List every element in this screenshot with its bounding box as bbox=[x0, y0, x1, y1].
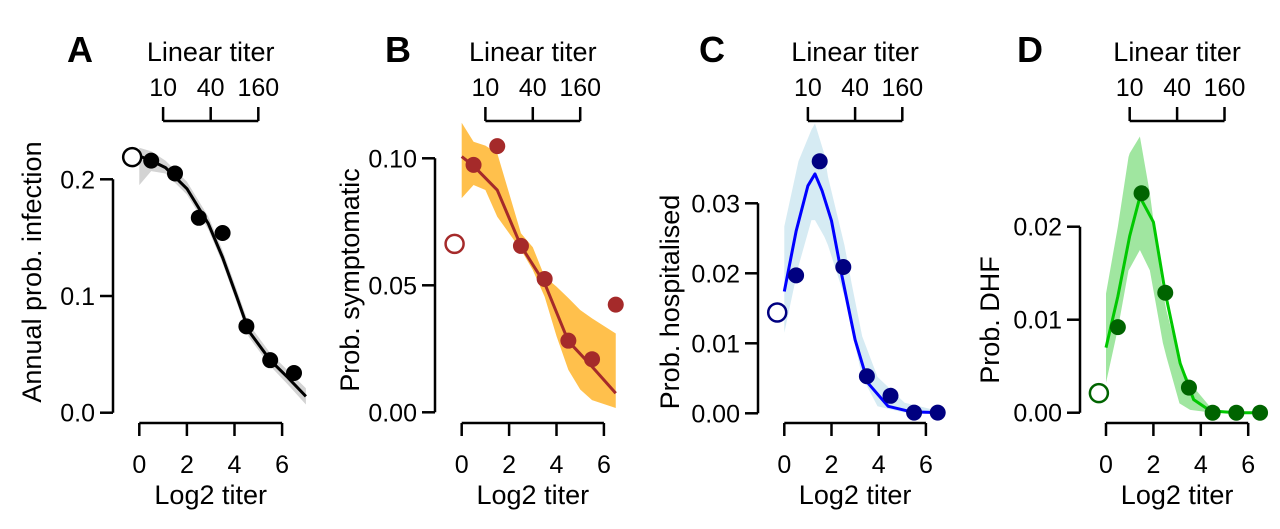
panel-label: D bbox=[1017, 29, 1043, 70]
y-tick-label: 0.05 bbox=[368, 272, 417, 300]
data-point bbox=[1228, 404, 1245, 421]
top-tick-label: 160 bbox=[559, 74, 601, 102]
x-tick-label: 4 bbox=[550, 451, 564, 479]
top-axis-title: Linear titer bbox=[147, 37, 275, 67]
data-point bbox=[560, 332, 577, 349]
data-point bbox=[214, 224, 231, 241]
x-tick-label: 4 bbox=[1194, 451, 1208, 479]
top-tick-label: 10 bbox=[471, 74, 499, 102]
data-point bbox=[788, 267, 805, 284]
data-point bbox=[1109, 319, 1126, 336]
x-tick-label: 0 bbox=[455, 451, 469, 479]
y-tick-label: 0.00 bbox=[691, 400, 740, 428]
top-tick-label: 160 bbox=[881, 74, 923, 102]
data-point bbox=[1204, 404, 1221, 421]
top-tick-label: 160 bbox=[1204, 74, 1246, 102]
panel-a: A 0.0 0.1 0.2 Annual prob. infection 0 2 4 6 Log2… bbox=[17, 29, 307, 510]
y-axis-label: Prob. hospitalised bbox=[655, 195, 685, 410]
open-data-point bbox=[766, 302, 788, 323]
y-tick-label: 0.0 bbox=[60, 400, 95, 428]
x-axis-label: Log2 titer bbox=[477, 480, 590, 510]
top-axis-title: Linear titer bbox=[791, 37, 919, 67]
data-point bbox=[190, 209, 207, 226]
top-tick-label: 10 bbox=[1116, 74, 1144, 102]
x-tick-label: 0 bbox=[777, 451, 791, 479]
data-point bbox=[512, 237, 529, 254]
panel-label: B bbox=[385, 29, 411, 70]
data-point bbox=[929, 404, 946, 421]
top-tick-label: 10 bbox=[149, 74, 177, 102]
y-tick-label: 0.1 bbox=[60, 283, 95, 311]
x-tick-label: 0 bbox=[132, 451, 146, 479]
data-point bbox=[1252, 404, 1269, 421]
data-point bbox=[835, 259, 852, 275]
top-tick-label: 40 bbox=[197, 74, 225, 102]
x-tick-label: 6 bbox=[1241, 451, 1255, 479]
x-tick-label: 6 bbox=[275, 451, 289, 479]
data-point bbox=[286, 365, 302, 382]
confidence-band bbox=[139, 147, 306, 405]
x-axis-label: Log2 titer bbox=[154, 480, 267, 510]
y-tick-label: 0.10 bbox=[368, 145, 417, 173]
top-axis-title: Linear titer bbox=[1113, 37, 1241, 67]
data-point bbox=[1180, 379, 1197, 396]
data-point bbox=[536, 270, 553, 287]
y-tick-label: 0.01 bbox=[691, 330, 740, 358]
x-axis-label: Log2 titer bbox=[1121, 480, 1234, 510]
data-point bbox=[882, 387, 899, 404]
x-tick-label: 2 bbox=[180, 451, 194, 479]
data-point bbox=[143, 152, 160, 169]
y-axis-label: Prob. symptomatic bbox=[335, 168, 365, 392]
data-point bbox=[489, 138, 506, 155]
data-point bbox=[465, 156, 482, 173]
top-tick-label: 40 bbox=[841, 74, 869, 102]
y-axis-label: Prob. DHF bbox=[975, 256, 1005, 384]
fitted-curve bbox=[138, 154, 307, 398]
x-tick-label: 4 bbox=[228, 451, 242, 479]
top-axis-title: Linear titer bbox=[469, 37, 597, 67]
data-point bbox=[262, 352, 279, 369]
data-point bbox=[167, 165, 183, 182]
panel-label: A bbox=[67, 29, 93, 70]
data-point bbox=[1133, 185, 1150, 202]
y-tick-label: 0.00 bbox=[1013, 400, 1062, 428]
open-data-point bbox=[121, 146, 143, 168]
y-tick-label: 0.03 bbox=[691, 190, 740, 218]
y-tick-label: 0.02 bbox=[691, 260, 740, 288]
data-point bbox=[1157, 284, 1174, 301]
y-tick-label: 0.02 bbox=[1013, 214, 1062, 242]
data-point bbox=[238, 318, 255, 335]
data-point bbox=[607, 296, 624, 313]
y-tick-label: 0.00 bbox=[368, 399, 417, 427]
panel-label: C bbox=[699, 29, 725, 70]
data-point bbox=[811, 153, 828, 170]
x-tick-label: 2 bbox=[825, 451, 839, 479]
top-tick-label: 40 bbox=[1163, 74, 1191, 102]
y-tick-label: 0.01 bbox=[1013, 307, 1062, 335]
fitted-curve bbox=[782, 172, 941, 415]
x-axis-label: Log2 titer bbox=[799, 480, 912, 510]
x-tick-label: 6 bbox=[597, 451, 611, 479]
data-point bbox=[858, 368, 875, 385]
x-tick-label: 6 bbox=[919, 451, 933, 479]
x-tick-label: 0 bbox=[1099, 451, 1113, 479]
top-tick-label: 10 bbox=[794, 74, 822, 102]
data-point bbox=[906, 404, 923, 421]
x-tick-label: 2 bbox=[1146, 451, 1160, 479]
y-axis-label: Annual prob. infection bbox=[17, 141, 47, 402]
x-tick-label: 4 bbox=[872, 451, 886, 479]
open-data-point bbox=[1088, 382, 1110, 404]
data-point bbox=[584, 351, 601, 368]
top-tick-label: 40 bbox=[519, 74, 547, 102]
y-tick-label: 0.2 bbox=[60, 166, 95, 194]
top-tick-label: 160 bbox=[237, 74, 279, 102]
open-data-point bbox=[444, 233, 465, 255]
x-tick-label: 2 bbox=[502, 451, 516, 479]
